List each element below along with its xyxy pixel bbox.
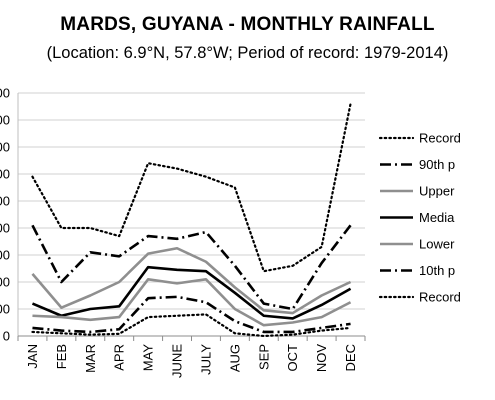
y-tick-label: 00 — [0, 302, 10, 317]
series-line — [31, 102, 352, 273]
series-line — [31, 313, 352, 338]
chart-subtitle: (Location: 6.9°N, 57.8°W; Period of reco… — [46, 44, 449, 62]
series-lines — [31, 102, 352, 338]
y-tick-label: 0 — [3, 329, 10, 344]
y-tick-label: 00 — [0, 248, 10, 263]
y-tick-label: 00 — [0, 113, 10, 128]
y-tick-label: 00 — [0, 275, 10, 290]
x-tick-label: DEC — [343, 344, 358, 371]
gridlines — [18, 92, 365, 337]
series-line — [31, 265, 352, 320]
legend-label: Lower — [419, 237, 455, 252]
x-tick-label: SEP — [256, 344, 271, 370]
x-tick-label: FEB — [54, 344, 69, 369]
x-tick-label: NOV — [314, 344, 329, 373]
legend-label: 90th p — [419, 157, 455, 172]
y-tick-label: 00 — [0, 194, 10, 209]
x-tick-label: MAY — [141, 344, 156, 372]
x-tick-label: OCT — [285, 344, 300, 372]
series-line — [31, 224, 352, 311]
series-line — [31, 246, 352, 315]
legend-label: Record — [419, 131, 461, 146]
x-tick-label: JUNE — [170, 344, 185, 378]
legend: Record 90th p Upper Media Lower 10th p Record — [378, 131, 461, 305]
chart-title: MARDS, GUYANA - MONTHLY RAINFALL — [60, 14, 435, 35]
axes: 0000000000000000000JANFEBMARAPRMAYJUNEJU… — [0, 86, 366, 378]
x-tick-label: JAN — [25, 344, 40, 369]
x-tick-label: APR — [112, 344, 127, 371]
y-tick-label: 00 — [0, 140, 10, 155]
legend-label: Media — [419, 210, 455, 225]
legend-label: Upper — [419, 184, 455, 199]
series-line — [32, 277, 352, 327]
x-tick-label: JULY — [198, 344, 213, 375]
legend-label: Record — [419, 290, 461, 305]
x-tick-label: MAR — [83, 344, 98, 373]
x-tick-label: AUG — [227, 344, 242, 372]
y-tick-label: 00 — [0, 221, 10, 236]
legend-label: 10th p — [419, 263, 455, 278]
series-line — [32, 295, 351, 334]
y-tick-label: 00 — [0, 167, 10, 182]
y-tick-label: 00 — [0, 86, 10, 101]
